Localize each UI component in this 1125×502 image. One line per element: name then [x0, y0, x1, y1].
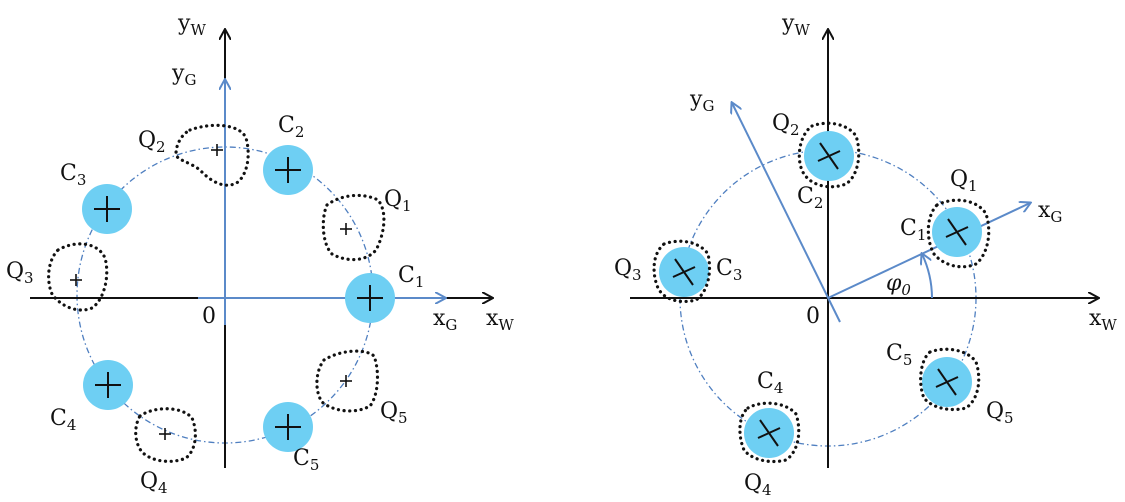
right-disk-c4 [744, 408, 794, 458]
angle-label: φ0 [886, 271, 911, 299]
right-blob-q4 [738, 401, 801, 464]
left-disk-c4 [83, 360, 133, 410]
right-disk-c3 [659, 247, 709, 297]
left-blob-q1 [321, 193, 386, 262]
left-c3-label: C3 [60, 161, 86, 189]
right-origin-label: 0 [806, 304, 820, 329]
left-origin-label: 0 [202, 304, 216, 329]
right-c3-label: C3 [716, 256, 742, 284]
left-q4-label: Q4 [140, 469, 168, 497]
right-blob-q1 [926, 198, 991, 269]
left-c4-label: C4 [50, 406, 76, 434]
left-q3-label: Q3 [6, 259, 34, 287]
left-q5-label: Q5 [380, 399, 408, 427]
right-yg-label: yG [689, 87, 714, 115]
right-q1-label: Q1 [950, 167, 978, 195]
left-yw-label: yW [177, 11, 206, 39]
right-disk-c1 [932, 207, 982, 257]
left-disk-c3 [82, 184, 132, 234]
right-blob-q3 [652, 239, 712, 304]
right-c1-label: C1 [900, 216, 926, 244]
left-xg-label: xG [433, 306, 457, 334]
left-q2-label: Q2 [138, 128, 166, 156]
left-disk-c5 [263, 402, 313, 452]
angle-arc [922, 254, 933, 299]
right-yg-axis [732, 103, 841, 323]
right-disk-c2 [804, 131, 854, 181]
right-yw-label: yW [781, 11, 810, 39]
right-c5-label: C5 [886, 341, 912, 369]
right-panel: yW yG xW xG 0 φ0 C1 C2 C3 C4 C5 Q1 Q2 Q3… [614, 11, 1117, 499]
left-c2-label: C2 [278, 113, 304, 141]
right-blob-q5 [919, 347, 981, 412]
right-c2-label: C2 [797, 184, 823, 212]
left-blob-q2 [174, 123, 250, 187]
right-q3-label: Q3 [614, 256, 642, 284]
left-blob-q4 [134, 407, 197, 463]
left-c5-label: C5 [293, 446, 319, 474]
left-panel: yW yG xW xG 0 C1 C2 C3 C4 C5 Q1 Q2 Q3 Q4… [6, 11, 514, 497]
right-xw-label: xW [1089, 306, 1117, 334]
left-yg-label: yG [171, 61, 196, 89]
right-c4-label: C4 [757, 369, 783, 397]
right-q4-label: Q4 [744, 471, 772, 499]
left-blob-q5 [315, 349, 380, 413]
left-blob-q3 [47, 242, 109, 312]
right-q2-label: Q2 [772, 111, 800, 139]
left-q1-label: Q1 [384, 187, 412, 215]
left-c1-label: C1 [398, 263, 424, 291]
left-disk-c2 [263, 145, 313, 195]
right-disk-c5 [922, 357, 972, 407]
left-disk-c1 [345, 273, 395, 323]
left-xw-label: xW [486, 306, 514, 334]
right-xg-label: xG [1038, 198, 1062, 226]
right-blob-q2 [797, 121, 861, 189]
right-xg-axis [827, 203, 1030, 299]
right-q5-label: Q5 [986, 399, 1014, 427]
